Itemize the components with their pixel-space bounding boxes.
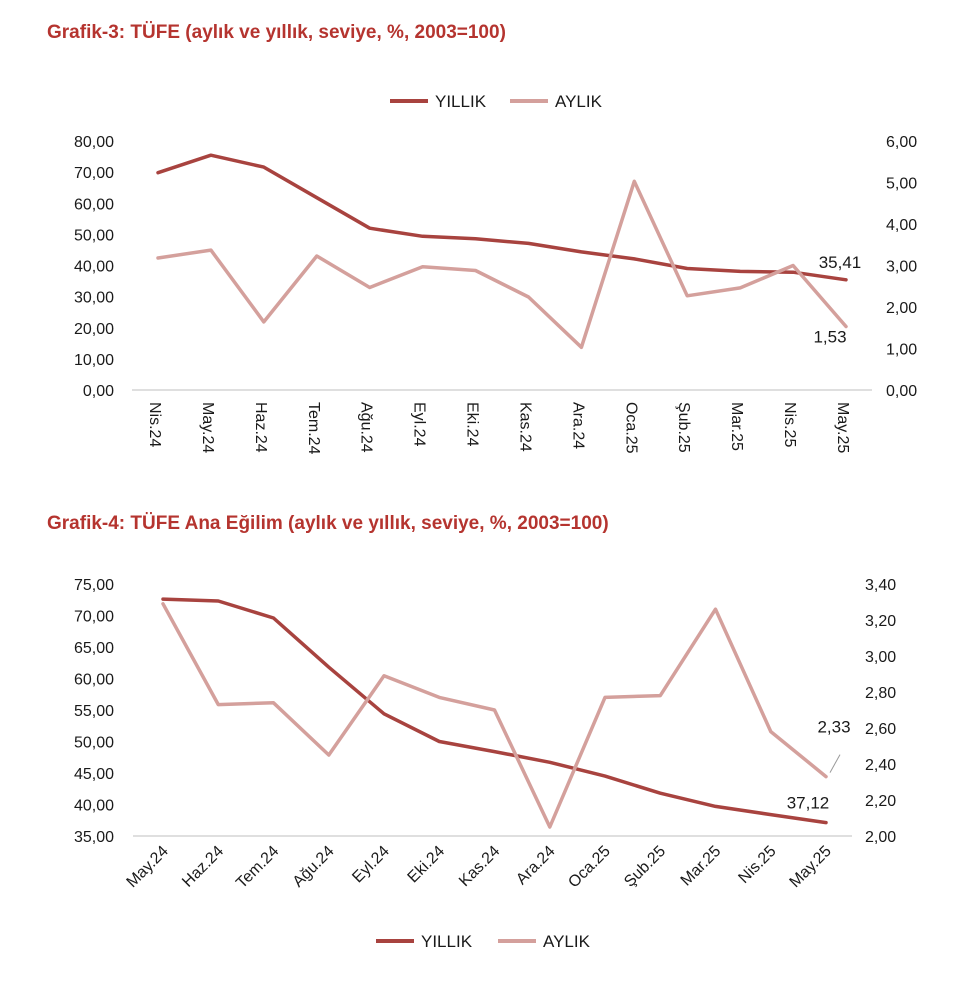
y-left-tick-label: 40,00 [74, 259, 114, 276]
y-left-tick-label: 70,00 [74, 165, 114, 182]
y-left-tick-label: 35,00 [74, 829, 114, 846]
x-tick-label: Haz.24 [179, 843, 227, 891]
y-left-tick-label: 50,00 [74, 735, 114, 752]
y-right-tick-label: 5,00 [886, 176, 917, 193]
y-right-tick-label: 2,40 [865, 757, 896, 774]
y-right-tick-label: 2,60 [865, 721, 896, 738]
x-tick-label: Oca.25 [622, 402, 639, 454]
y-right-tick-label: 3,00 [865, 649, 896, 666]
chart-2-title: Grafik-4: TÜFE Ana Eğilim (aylık ve yıll… [47, 513, 609, 534]
legend-label-aylik: AYLIK [555, 92, 603, 111]
chart-2-svg: 35,00 40,00 45,00 50,00 55,00 60,00 65,00 70,00… [74, 577, 896, 951]
x-tick-label: May.24 [199, 402, 216, 453]
y-right-tick-label: 3,40 [865, 577, 896, 594]
x-tick-label: Eki.24 [405, 843, 449, 887]
y-right-tick-label: 2,00 [886, 300, 917, 317]
series-line-yillik [161, 597, 828, 825]
x-tick-label: Haz.24 [252, 402, 269, 453]
x-tick-label: Eki.24 [464, 402, 481, 447]
legend-label-aylik: AYLIK [543, 932, 591, 951]
y-right-tick-label: 4,00 [886, 217, 917, 234]
chart-2: Grafik-4: TÜFE Ana Eğilim (aylık ve yıll… [0, 495, 960, 984]
y-left-tick-label: 45,00 [74, 766, 114, 783]
series-line-aylik [161, 602, 828, 829]
chart-1-svg: 0,00 10,00 20,00 30,00 40,00 50,00 60,00 70,00 8… [74, 92, 917, 455]
x-tick-label: Ara.24 [513, 843, 558, 888]
y-left-tick-label: 60,00 [74, 672, 114, 689]
x-tick-label: May.25 [834, 402, 851, 453]
x-tick-label: Kas.24 [516, 402, 533, 452]
x-tick-label: Tem.24 [233, 843, 282, 892]
x-tick-label: Oca.25 [565, 843, 614, 892]
data-label: 1,53 [813, 328, 846, 347]
y-left-tick-label: 40,00 [74, 798, 114, 815]
y-left-tick-label: 10,00 [74, 352, 114, 369]
legend-label-yillik: YILLIK [435, 92, 487, 111]
x-tick-label: May.25 [787, 843, 835, 891]
x-tick-label: Şub.25 [621, 843, 669, 891]
y-left-tick-label: 55,00 [74, 703, 114, 720]
x-tick-label: Ağu.24 [290, 843, 338, 891]
x-tick-label: Eyl.24 [349, 843, 393, 887]
y-left-tick-label: 80,00 [74, 134, 114, 151]
data-label: 35,41 [819, 253, 862, 272]
y-right-tick-label: 6,00 [886, 134, 917, 151]
y-right-tick-label: 1,00 [886, 342, 917, 359]
y-right-tick-label: 2,00 [865, 829, 896, 846]
x-tick-label: Nis.25 [781, 402, 798, 447]
x-tick-label: Ara.24 [569, 402, 586, 449]
y-right-tick-label: 3,20 [865, 613, 896, 630]
x-tick-label: Ağu.24 [358, 402, 375, 453]
x-tick-label: May.24 [124, 843, 172, 891]
series-line-yillik [156, 153, 848, 282]
x-tick-label: Nis.25 [735, 843, 779, 887]
x-tick-label: Nis.24 [146, 402, 163, 447]
data-label-leader [829, 754, 841, 773]
x-tick-label: Eyl.24 [411, 402, 428, 447]
chart-1-title: Grafik-3: TÜFE (aylık ve yıllık, seviye,… [47, 22, 506, 43]
data-label: 37,12 [787, 794, 830, 813]
y-left-tick-label: 0,00 [83, 383, 114, 400]
y-left-tick-label: 70,00 [74, 609, 114, 626]
y-left-tick-label: 75,00 [74, 577, 114, 594]
x-tick-label: Tem.24 [305, 402, 322, 455]
x-tick-label: Mar.25 [678, 843, 725, 890]
y-left-tick-label: 30,00 [74, 290, 114, 307]
legend-label-yillik: YILLIK [421, 932, 473, 951]
y-right-tick-label: 2,20 [865, 793, 896, 810]
y-left-tick-label: 20,00 [74, 321, 114, 338]
x-tick-label: Kas.24 [456, 843, 503, 890]
y-right-tick-label: 0,00 [886, 383, 917, 400]
y-right-tick-label: 2,80 [865, 685, 896, 702]
y-left-tick-label: 65,00 [74, 640, 114, 657]
series-line-aylik [156, 179, 848, 350]
y-left-tick-label: 50,00 [74, 227, 114, 244]
y-left-tick-label: 60,00 [74, 196, 114, 213]
chart-1: Grafik-3: TÜFE (aylık ve yıllık, seviye,… [47, 22, 917, 455]
x-tick-label: Mar.25 [728, 402, 745, 451]
data-label: 2,33 [817, 718, 850, 737]
x-tick-label: Şub.25 [675, 402, 692, 453]
y-right-tick-label: 3,00 [886, 259, 917, 276]
